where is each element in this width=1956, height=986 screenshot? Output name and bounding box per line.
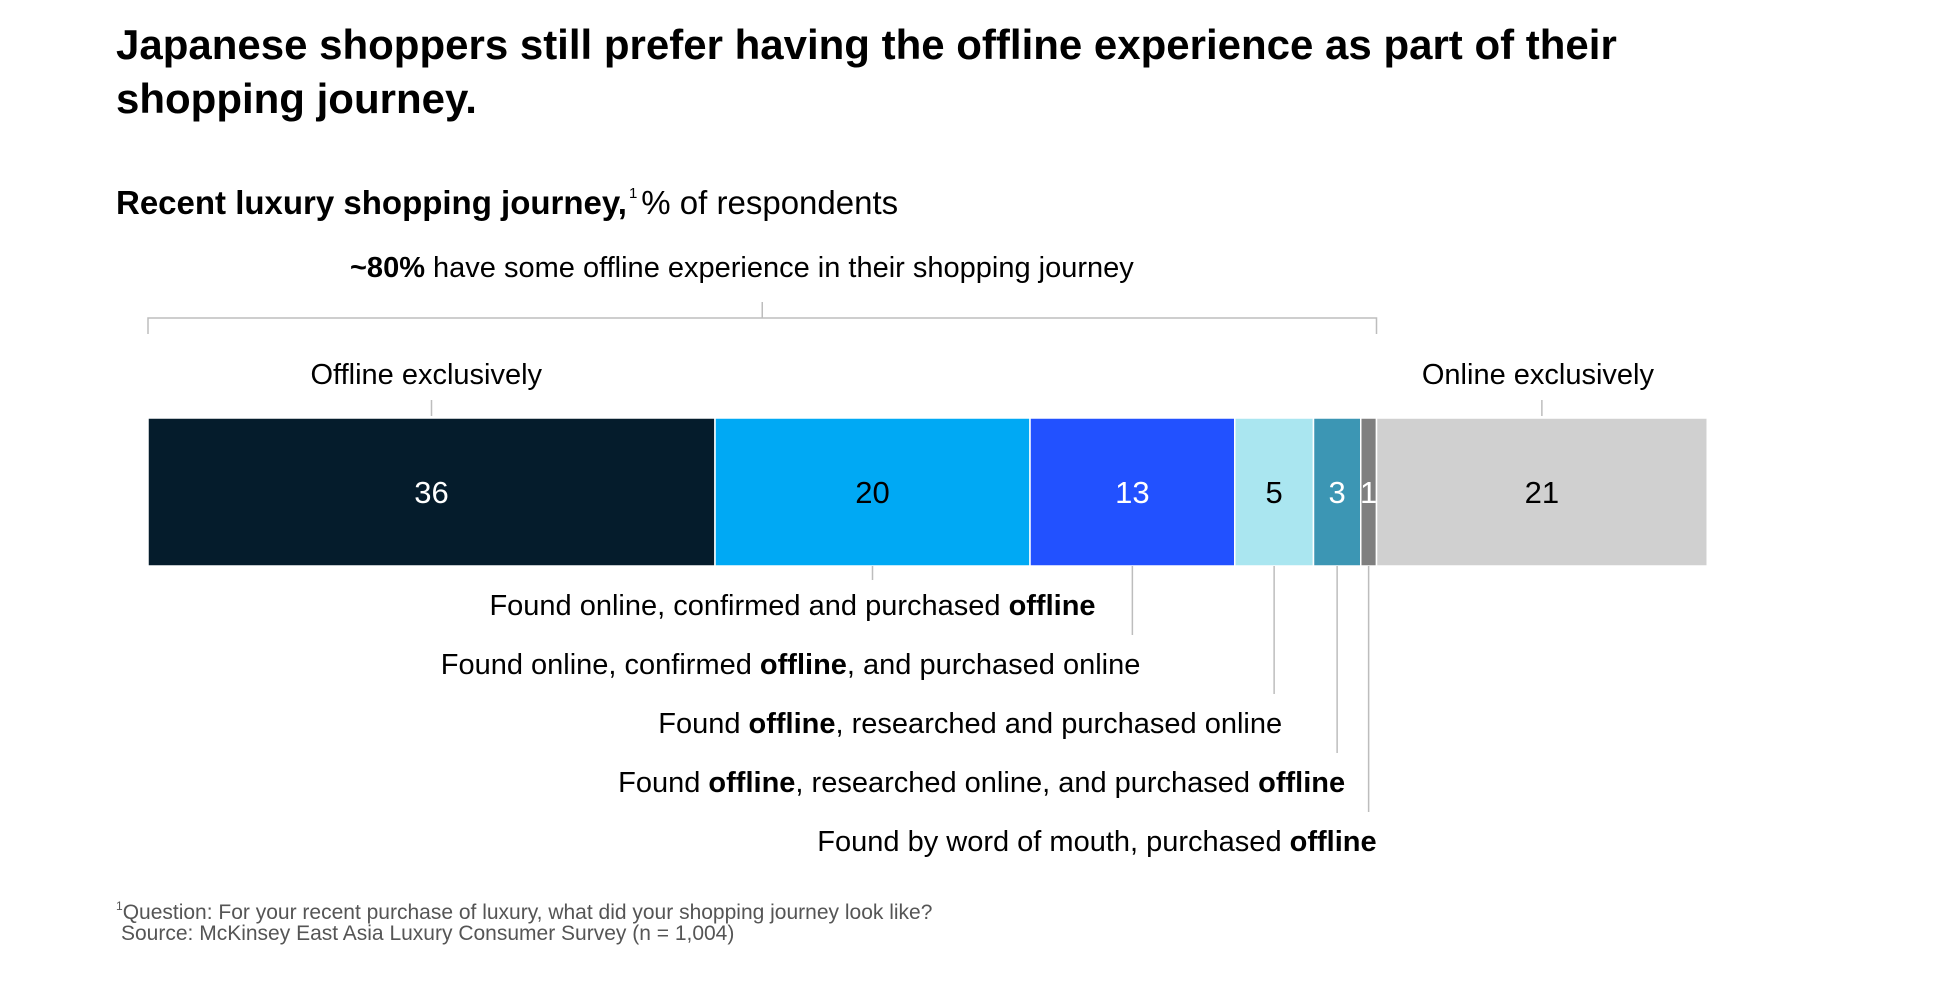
journey-label-bold: offline: [1289, 826, 1377, 858]
journey-label-bold: offline: [1258, 767, 1346, 799]
journey-label-bold: offline: [708, 767, 796, 799]
journey-label-found-online-purchased-offline: Found online, confirmed and purchased of…: [489, 586, 1095, 626]
journey-label-text: Found by word of mouth, purchased: [817, 826, 1290, 858]
journey-label-word-of-mouth: Found by word of mouth, purchased offlin…: [817, 822, 1376, 862]
bar-data-labels: 36 20 13 5 3 1 21: [414, 475, 1559, 510]
data-label-found-by-word-of-mouth-purchased-offline: 1: [1360, 475, 1377, 510]
subtitle-unit: % of respondents: [641, 184, 899, 221]
data-label-found-online-confirmed-offline-and-purchased-online: 13: [1115, 475, 1149, 510]
data-label-found-online-confirmed-and-purchased-offline: 20: [855, 475, 889, 510]
group-label-offline-exclusively: Offline exclusively: [310, 359, 543, 391]
chart-subtitle: Recent luxury shopping journey, 1% of res…: [116, 172, 898, 225]
data-label-found-offline-researched-and-purchased-online: 5: [1266, 475, 1283, 510]
group-label-online-exclusively: Online exclusively: [1421, 359, 1654, 391]
journey-label-text: Found online, confirmed: [440, 649, 760, 681]
journey-label-text: Found online, confirmed and purchased: [489, 590, 1009, 622]
subtitle-footnote-mark: 1: [628, 185, 638, 202]
journey-label-text: , researched online, and purchased: [795, 767, 1259, 799]
bracket-line: [147, 317, 1378, 334]
bar-segment-online-exclusively: [1375, 417, 1708, 567]
bar-segment-found-online-confirmed-offline-and-purchased-online: [1029, 417, 1236, 567]
bar-segments: [147, 417, 1708, 567]
bracket-annotation: ~80% have some offline experience in the…: [350, 248, 1134, 288]
bracket-annotation-value: ~80%: [350, 252, 425, 284]
chart-title: Japanese shoppers still prefer having th…: [116, 21, 1617, 122]
journey-label-bold: offline: [1008, 590, 1096, 622]
leader-lines: [430, 400, 1543, 812]
offline-bracket: [147, 302, 1378, 334]
journey-label-found-offline-purchased-offline: Found offline, researched online, and pu…: [618, 763, 1345, 803]
bar-segment-offline-exclusively: [147, 417, 716, 567]
data-label-offline-exclusively: 36: [414, 475, 448, 510]
bracket-annotation-text: have some offline experience in their sh…: [424, 252, 1134, 284]
journey-label-text: Found: [658, 708, 749, 740]
journey-label-found-online-confirmed-offline: Found online, confirmed offline, and pur…: [441, 645, 1141, 685]
data-label-online-exclusively: 21: [1525, 475, 1559, 510]
bar-segment-found-offline-researched-online-and-purchased-offline: [1312, 417, 1362, 567]
journey-label-text: , and purchased online: [846, 649, 1141, 681]
journey-label-found-offline-purchased-online: Found offline, researched and purchased …: [658, 704, 1282, 744]
data-label-found-offline-researched-online-and-purchased-offline: 3: [1329, 475, 1346, 510]
journey-label-text: , researched and purchased online: [835, 708, 1283, 740]
subtitle-bold: Recent luxury shopping journey,: [116, 184, 627, 221]
footnote: 1Question: For your recent purchase of l…: [116, 892, 932, 927]
journey-label-bold: offline: [748, 708, 836, 740]
footnote-mark: 1: [116, 899, 123, 913]
bar-segment-found-offline-researched-and-purchased-online: [1234, 417, 1315, 567]
journey-label-text: Found: [618, 767, 709, 799]
source-note: Source: McKinsey East Asia Luxury Consum…: [121, 922, 735, 945]
footnote-text: Question: For your recent purchase of lu…: [122, 901, 933, 924]
journey-label-bold: offline: [759, 649, 847, 681]
